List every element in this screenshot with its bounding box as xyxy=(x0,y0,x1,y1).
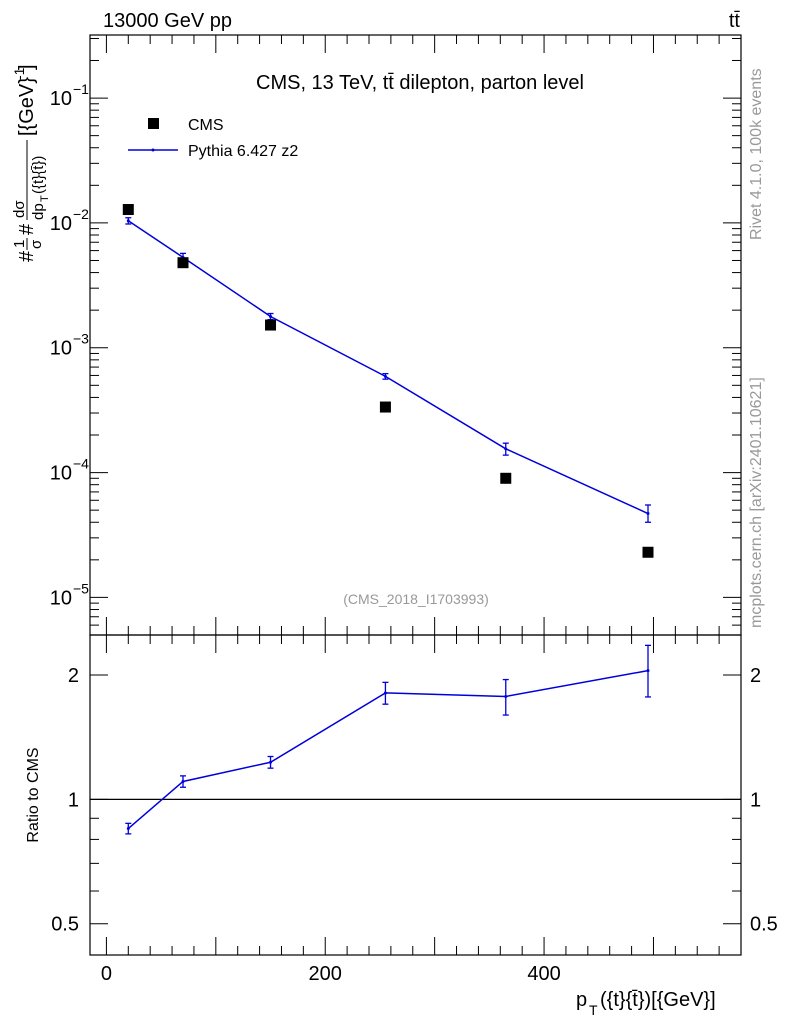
main-annotation: (CMS_2018_I1703993) xyxy=(343,591,489,607)
ylabel-den2-sub: T xyxy=(39,195,51,202)
xlabel-sub: T xyxy=(589,1002,598,1018)
cms-point xyxy=(122,204,134,216)
legend-marker-cms xyxy=(148,118,159,129)
ylabel-num1: 1 xyxy=(11,240,28,248)
ratio-frame xyxy=(89,634,742,956)
main-y-tick-labels: 10−510−410−310−210−1 xyxy=(50,81,89,609)
cms-point xyxy=(265,319,277,331)
tick-exponent: −1 xyxy=(73,81,89,97)
ylabel-num2: dσ xyxy=(11,200,28,218)
xlabel-rest: ({t}{t̄})[{GeV}] xyxy=(600,989,716,1011)
tick-base: 10 xyxy=(50,463,72,485)
ylabel-den1: σ xyxy=(28,239,45,249)
main-y-tick-label: 10 −1 xyxy=(50,81,89,110)
main-panel: 10−510−410−310−210−1 CMS, 13 TeV, tt̄ di… xyxy=(11,34,742,636)
ratio-point xyxy=(181,779,185,783)
ratio-point xyxy=(383,691,387,695)
mcplots-label: mcplots.cern.ch [arXiv:2401.10621] xyxy=(748,377,765,628)
ratio-y-axis-label: Ratio to CMS xyxy=(25,747,42,842)
legend: CMS Pythia 6.427 z2 xyxy=(128,117,298,160)
ylabel-prefix2: # xyxy=(16,223,38,235)
x-tick-label: 400 xyxy=(527,963,560,985)
mc-line xyxy=(127,220,649,515)
tick-exponent: −4 xyxy=(73,456,89,472)
x-axis-label: p T ({t}{t̄})[{GeV}] xyxy=(576,989,716,1018)
main-y-tick-label: 10 −4 xyxy=(50,456,89,485)
x-tick-label: 200 xyxy=(309,963,342,985)
ylabel-den2-rest: ({t}{t̄}) xyxy=(30,156,47,194)
ratio-line xyxy=(127,669,649,830)
main-y-tick-label: 10 −5 xyxy=(50,580,89,609)
mc-point xyxy=(383,374,387,378)
mc-series-ratio xyxy=(125,644,651,835)
ratio-panel: 0.5 0.5 1 1 2 2 0 200 400 Ratio to CMS p T ({t}{… xyxy=(25,634,778,1018)
ratio-y-tick-label-right: 1 xyxy=(750,789,761,811)
cms-point xyxy=(379,401,391,413)
ylabel-den2-main: dp xyxy=(30,203,47,220)
tick-exponent: −5 xyxy=(73,580,89,596)
tick-exponent: −2 xyxy=(73,206,89,222)
header-left: 13000 GeV pp xyxy=(103,10,232,32)
legend-marker-pythia-dot xyxy=(151,148,155,152)
mc-point xyxy=(646,512,650,516)
main-y-tick-label: 10 −2 xyxy=(50,206,89,235)
mc-point xyxy=(504,447,508,451)
ratio-y-tick-label-left: 0.5 xyxy=(51,914,79,936)
mc-point xyxy=(269,314,273,318)
x-tick-label: 0 xyxy=(101,963,112,985)
mc-series-main xyxy=(125,217,651,523)
main-y-axis-label: # 1 σ # dσ dp T ({t}{t̄}) [{GeV} -1 ] xyxy=(11,64,51,262)
main-ticks xyxy=(90,35,741,635)
main-title: CMS, 13 TeV, tt̄ dilepton, parton level xyxy=(256,72,584,94)
tick-exponent: −3 xyxy=(73,331,89,347)
ratio-y-tick-label-right: 0.5 xyxy=(750,914,778,936)
tick-base: 10 xyxy=(50,88,72,110)
ratio-point xyxy=(646,669,650,673)
ratio-point xyxy=(126,827,130,831)
ratio-y-tick-label-right: 2 xyxy=(750,665,761,687)
ratio-y-tick-label-left: 1 xyxy=(68,789,79,811)
cms-point xyxy=(500,472,512,484)
ylabel-unit-close: ] xyxy=(16,64,38,70)
legend-label-cms: CMS xyxy=(188,117,224,134)
ratio-tick-labels: 0.5 0.5 1 1 2 2 0 200 400 xyxy=(51,665,778,985)
mc-point xyxy=(126,219,130,223)
ratio-point xyxy=(504,694,508,698)
tick-base: 10 xyxy=(50,338,72,360)
cms-data-series xyxy=(122,204,654,558)
ratio-point xyxy=(269,760,273,764)
tick-base: 10 xyxy=(50,587,72,609)
ratio-ticks xyxy=(90,635,741,955)
rivet-label: Rivet 4.1.0, 100k events xyxy=(748,68,765,240)
ylabel-unit: [{GeV} xyxy=(16,77,38,136)
main-y-tick-label: 10 −3 xyxy=(50,331,89,360)
xlabel-main: p xyxy=(576,989,587,1011)
legend-label-pythia: Pythia 6.427 z2 xyxy=(188,143,298,160)
tick-base: 10 xyxy=(50,213,72,235)
cms-point xyxy=(177,257,189,269)
ratio-y-tick-label-left: 2 xyxy=(68,665,79,687)
header-right: tt̄ xyxy=(729,10,741,32)
ylabel-unit-exp: -1 xyxy=(11,67,27,80)
cms-point xyxy=(642,546,654,558)
ylabel-prefix1: # xyxy=(16,250,38,262)
